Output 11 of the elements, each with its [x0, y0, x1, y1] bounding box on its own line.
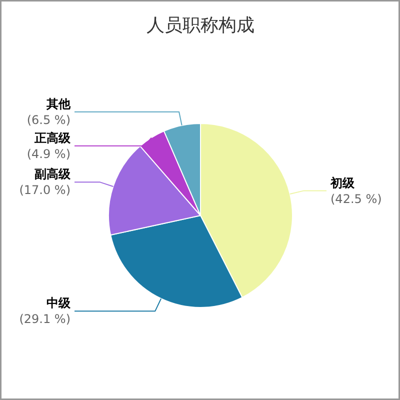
slice-label: 副高级 — [34, 167, 72, 182]
slice-label: 中级 — [46, 296, 72, 310]
data-label: (42.5 %) — [330, 192, 382, 206]
chart-title: 人员职称构成 — [146, 15, 254, 36]
data-label: (4.9 %) — [26, 146, 71, 161]
data-label: (17.0 %) — [19, 183, 71, 198]
slice-label: 正高级 — [34, 130, 72, 145]
data-label: (29.1 %) — [19, 312, 71, 326]
slice-label: 初级 — [330, 176, 356, 190]
slice-label: 其他 — [46, 96, 72, 111]
data-label: (6.5 %) — [26, 112, 71, 127]
